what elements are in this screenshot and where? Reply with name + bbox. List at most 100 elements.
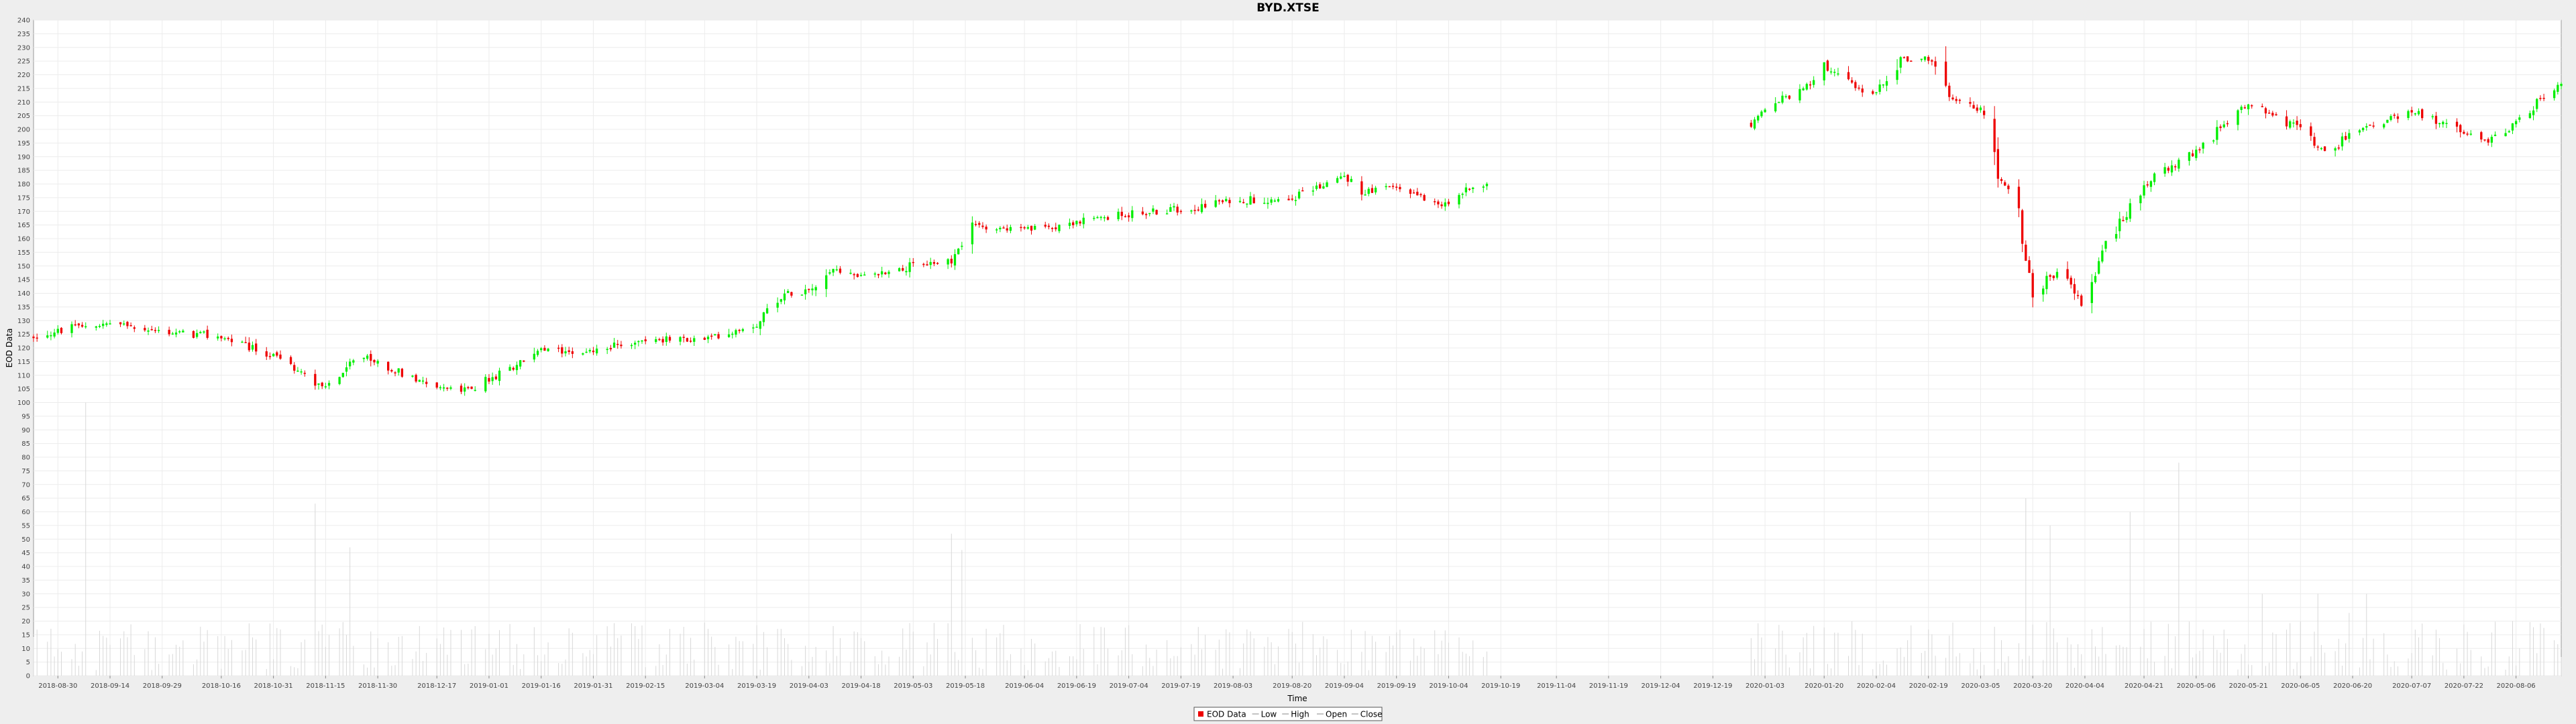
candle-body xyxy=(373,360,376,363)
candle-body xyxy=(1440,204,1443,206)
candle xyxy=(1006,224,1008,233)
candle-body xyxy=(808,288,810,290)
candle xyxy=(1124,214,1127,218)
candle-body xyxy=(317,383,320,385)
candle-body xyxy=(1228,200,1231,204)
candle-body xyxy=(523,360,525,362)
candle-body xyxy=(77,323,80,326)
candle xyxy=(2285,110,2288,130)
candle-body xyxy=(1221,200,1224,202)
candle xyxy=(981,222,984,229)
candle-body xyxy=(268,356,272,357)
candle xyxy=(289,355,292,365)
candle xyxy=(1322,182,1325,190)
candle-body xyxy=(421,380,425,382)
candle xyxy=(932,259,936,267)
candle-body xyxy=(2483,139,2486,141)
candle-body xyxy=(488,377,490,382)
candle-body xyxy=(442,387,445,389)
candle-body xyxy=(105,323,108,325)
candle xyxy=(2094,272,2097,284)
candle xyxy=(985,224,987,233)
x-tick-label: 2019-06-19 xyxy=(1057,682,1096,690)
candle xyxy=(1444,198,1446,211)
candle-body xyxy=(800,294,804,296)
candle xyxy=(1047,223,1051,230)
candle-body xyxy=(1920,58,1923,60)
candle-body xyxy=(248,343,251,351)
candle-body xyxy=(2090,282,2093,304)
candle xyxy=(1367,186,1370,196)
x-tick-label: 2020-07-07 xyxy=(2392,682,2431,690)
candle-body xyxy=(2334,148,2337,151)
candle xyxy=(415,373,417,383)
candle-body xyxy=(2076,295,2080,296)
candle-body xyxy=(192,330,195,338)
candle-body xyxy=(1485,184,1489,186)
candle xyxy=(1976,104,1978,113)
candle xyxy=(2167,166,2169,174)
candle xyxy=(2365,123,2368,131)
candle xyxy=(446,387,449,391)
candle xyxy=(828,269,831,276)
candle-body xyxy=(2417,111,2420,115)
x-tick-label: 2018-10-31 xyxy=(254,682,293,690)
candle-body xyxy=(755,326,758,328)
candle xyxy=(536,349,539,357)
candle-body xyxy=(56,328,59,333)
candle-body xyxy=(1193,210,1196,211)
candle xyxy=(2434,111,2438,129)
candle xyxy=(1002,225,1005,229)
candle-body xyxy=(2247,104,2250,109)
candle-body xyxy=(612,343,616,348)
candle xyxy=(2149,180,2153,192)
candle xyxy=(738,328,741,334)
candle xyxy=(1461,192,1464,199)
candle xyxy=(345,361,348,377)
candle-body xyxy=(2442,121,2445,125)
candle xyxy=(1951,94,1954,101)
candle-body xyxy=(1263,202,1266,204)
candle xyxy=(494,374,497,381)
candle xyxy=(1753,117,1756,131)
candle-body xyxy=(178,331,181,333)
candle-body xyxy=(932,262,936,264)
candle-body xyxy=(2007,185,2010,190)
y-axis-ticks: 0 5 10 15 20 25 30 35 40 45 50 55 60 65 70 75 80 85 90 95 10… xyxy=(17,17,30,680)
candle-body xyxy=(321,382,323,387)
candle xyxy=(616,340,619,349)
candle xyxy=(2170,160,2174,176)
candle xyxy=(2017,179,2021,217)
candle xyxy=(467,385,470,390)
candle xyxy=(1273,198,1276,202)
candle-body xyxy=(1319,184,1322,188)
candle-body xyxy=(1823,62,1825,80)
y-tick-label: 85 xyxy=(21,440,30,448)
candle-body xyxy=(686,338,689,342)
x-tick-label: 2018-09-29 xyxy=(143,682,182,690)
candle xyxy=(2129,198,2131,223)
candle xyxy=(2323,146,2326,152)
candle xyxy=(863,272,866,276)
candle-body xyxy=(884,272,887,274)
candle xyxy=(1034,224,1036,231)
candle xyxy=(1277,196,1280,202)
candle-body xyxy=(2296,120,2298,125)
candle xyxy=(2511,123,2514,135)
candle xyxy=(36,333,38,342)
candle-body xyxy=(926,264,928,265)
candle xyxy=(2369,124,2371,126)
y-tick-label: 220 xyxy=(17,72,30,79)
candle-body xyxy=(2042,288,2045,295)
candle-body xyxy=(362,357,366,359)
candle-body xyxy=(80,324,84,327)
candle xyxy=(2320,147,2323,151)
legend-item: Close xyxy=(1351,710,1383,719)
candle xyxy=(787,289,790,294)
candle-body xyxy=(1837,73,1839,75)
candle xyxy=(804,284,807,300)
candle xyxy=(2098,257,2100,275)
y-tick-label: 15 xyxy=(21,631,30,639)
candle xyxy=(1020,224,1022,232)
y-tick-label: 235 xyxy=(17,31,30,38)
